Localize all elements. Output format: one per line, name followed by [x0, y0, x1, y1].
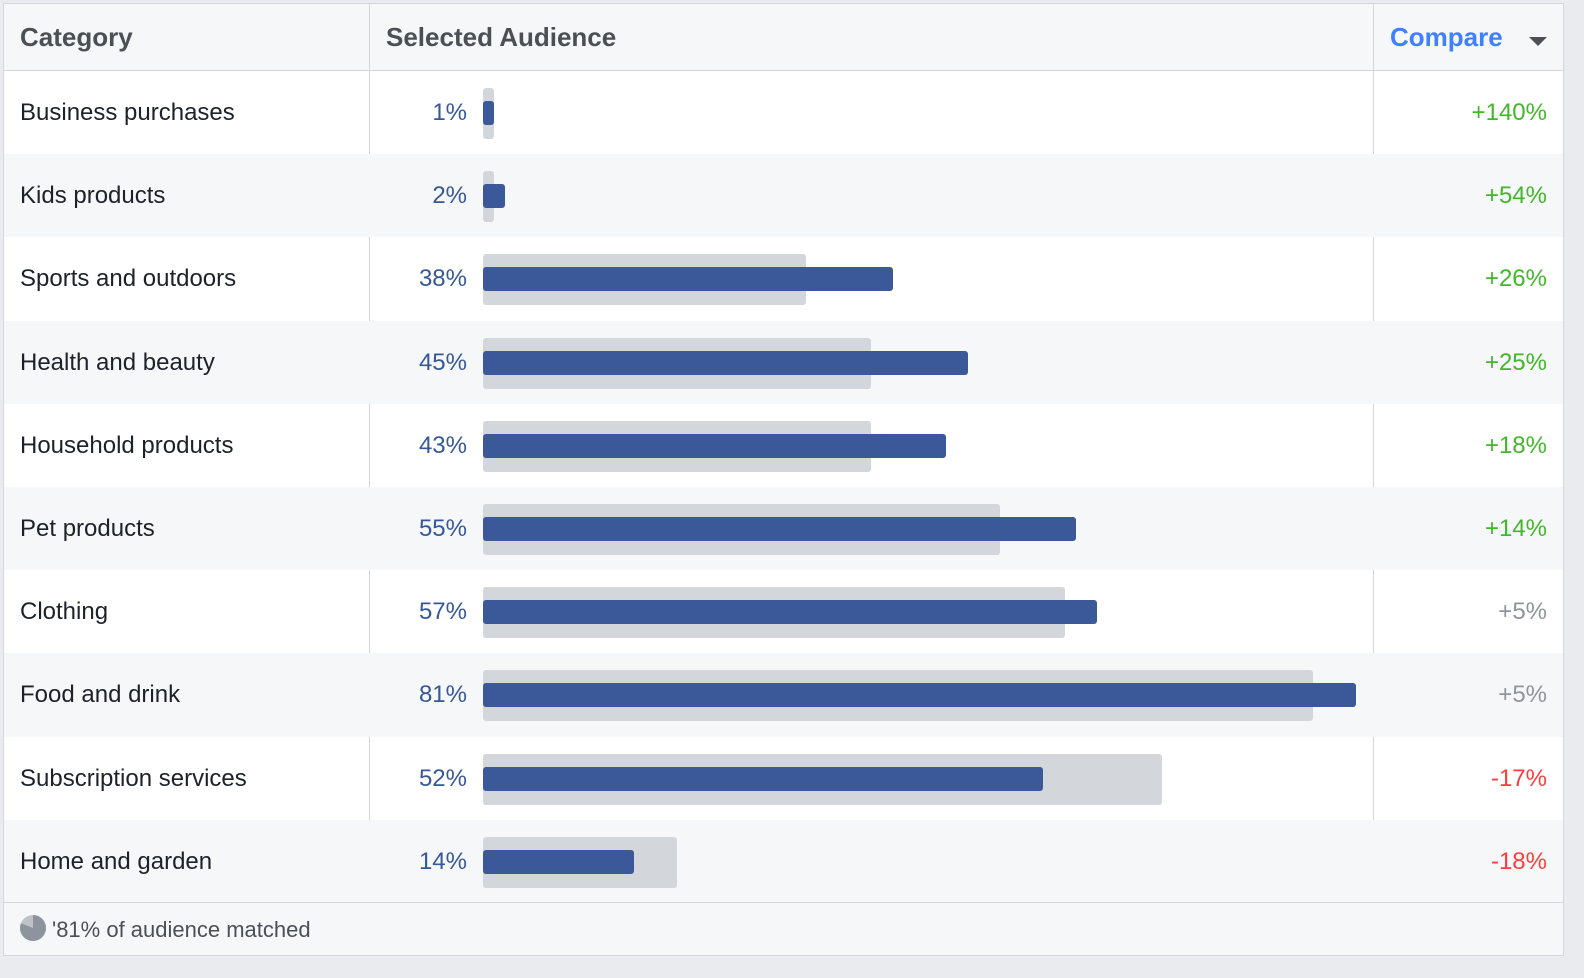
selected-audience-bar — [483, 267, 893, 292]
compare-value: -18% — [1490, 847, 1547, 875]
table-row: Health and beauty 45% +25% — [4, 320, 1563, 404]
category-label: Kids products — [20, 182, 166, 210]
column-divider — [369, 4, 370, 903]
selected-audience-bar — [483, 433, 947, 458]
table-row: Subscription services 52% -17% — [4, 737, 1563, 820]
selected-audience-percent: 38% — [418, 265, 467, 293]
caret-down-icon — [1529, 37, 1547, 46]
selected-audience-percent: 45% — [418, 348, 467, 376]
compare-value: +54% — [1484, 182, 1547, 210]
bar-area — [483, 570, 1363, 653]
category-label: Sports and outdoors — [20, 265, 237, 293]
bar-area — [483, 820, 1363, 903]
selected-audience-bar — [483, 184, 505, 209]
compare-value: +5% — [1498, 681, 1547, 709]
bar-area — [483, 737, 1363, 820]
selected-audience-bar — [483, 849, 634, 874]
selected-audience-percent: 81% — [418, 681, 467, 709]
selected-audience-column-header: Selected Audience — [386, 22, 617, 52]
pie-chart-icon — [19, 915, 46, 941]
selected-audience-bar — [483, 101, 494, 125]
selected-audience-percent: 2% — [432, 182, 467, 210]
compare-value: +5% — [1498, 598, 1547, 626]
table-row: Kids products 2% +54% — [4, 154, 1563, 238]
selected-audience-percent: 57% — [418, 598, 467, 626]
table-row: Sports and outdoors 38% +26% — [4, 237, 1563, 320]
selected-audience-bar — [483, 600, 1098, 625]
bar-area — [483, 653, 1363, 736]
bar-area — [483, 154, 1363, 237]
selected-audience-bar — [483, 516, 1076, 541]
category-label: Home and garden — [20, 847, 213, 875]
bar-area — [483, 71, 1363, 154]
table-row: Business purchases 1% +140% — [4, 71, 1563, 154]
bar-area — [483, 237, 1363, 320]
compare-value: +140% — [1471, 99, 1547, 126]
compare-dropdown-label: Compare — [1390, 22, 1503, 52]
column-divider — [1373, 4, 1374, 903]
category-label: Pet products — [20, 514, 155, 542]
table-footer: '81% of audience matched — [4, 902, 1563, 955]
audience-insights-table: Category Selected Audience Compare Busin… — [3, 3, 1564, 956]
table-row: Home and garden 14% -18% — [4, 819, 1563, 903]
category-label: Subscription services — [20, 764, 247, 792]
table-row: Food and drink 81% +5% — [4, 653, 1563, 737]
selected-audience-bar — [483, 350, 968, 375]
compare-value: +26% — [1484, 265, 1547, 293]
category-label: Business purchases — [20, 99, 235, 126]
category-label: Food and drink — [20, 681, 181, 709]
compare-dropdown[interactable]: Compare — [1374, 4, 1565, 71]
category-column-header: Category — [20, 22, 133, 52]
selected-audience-percent: 55% — [418, 514, 467, 542]
selected-audience-percent: 43% — [418, 431, 467, 459]
compare-value: +18% — [1484, 431, 1547, 459]
table-body: Business purchases 1% +140% Kids products 2%… — [4, 71, 1563, 903]
table-row: Household products 43% +18% — [4, 404, 1563, 487]
selected-audience-percent: 52% — [418, 764, 467, 792]
table-row: Clothing 57% +5% — [4, 570, 1563, 653]
selected-audience-bar — [483, 683, 1356, 708]
selected-audience-percent: 1% — [432, 99, 467, 126]
selected-audience-bar — [483, 766, 1044, 791]
category-label: Health and beauty — [20, 348, 215, 376]
audience-matched-text: '81% of audience matched — [52, 917, 311, 942]
compare-value: +14% — [1484, 514, 1547, 542]
bar-area — [483, 487, 1363, 570]
selected-audience-percent: 14% — [418, 847, 467, 875]
category-label: Household products — [20, 431, 234, 459]
compare-value: -17% — [1490, 764, 1547, 792]
table-header: Category Selected Audience Compare — [4, 4, 1563, 71]
compare-value: +25% — [1484, 348, 1547, 376]
bar-area — [483, 321, 1363, 404]
bar-area — [483, 404, 1363, 487]
category-label: Clothing — [20, 598, 109, 626]
table-row: Pet products 55% +14% — [4, 486, 1563, 571]
